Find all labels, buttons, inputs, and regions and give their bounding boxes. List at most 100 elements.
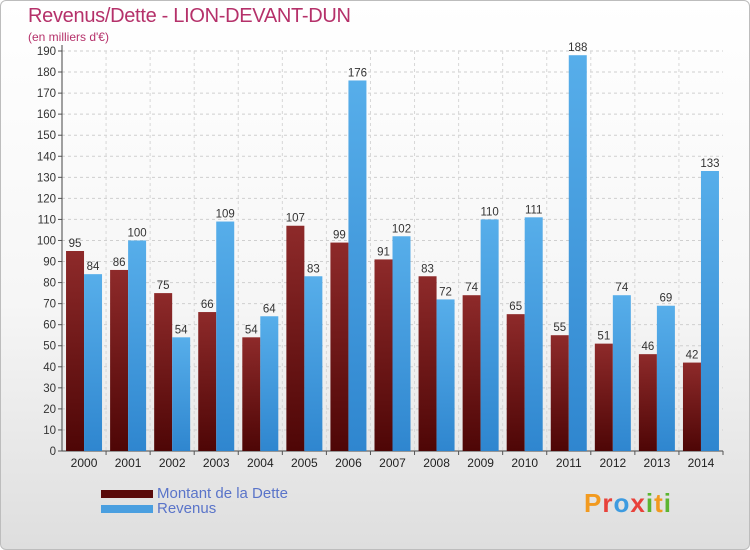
xtick-label-2006: 2006 xyxy=(335,456,362,470)
bar-dette-2006 xyxy=(330,242,349,451)
data-label-dette-2005: 107 xyxy=(286,213,305,225)
bar-dette-2007 xyxy=(374,259,393,451)
data-label-revenus-2003: 109 xyxy=(216,209,235,221)
data-label-revenus-2009: 110 xyxy=(480,206,498,218)
bar-revenus-2001 xyxy=(128,240,147,451)
ytick-label-190: 190 xyxy=(37,46,56,58)
ytick-label-0: 0 xyxy=(50,446,56,458)
xtick-label-2010: 2010 xyxy=(511,456,538,470)
bar-revenus-2008 xyxy=(436,299,455,451)
bar-revenus-2003 xyxy=(216,221,235,451)
bar-revenus-2000 xyxy=(84,274,103,451)
bar-dette-2013 xyxy=(638,354,657,451)
ytick-label-50: 50 xyxy=(43,341,56,353)
data-label-revenus-2007: 102 xyxy=(392,223,411,235)
data-label-revenus-2014: 133 xyxy=(700,158,719,170)
data-label-dette-2010: 65 xyxy=(509,301,522,313)
ytick-label-70: 70 xyxy=(43,299,56,311)
ytick-label-40: 40 xyxy=(43,362,56,374)
logo-letter: i xyxy=(663,488,672,518)
ytick-label-80: 80 xyxy=(43,278,56,290)
bar-dette-2004 xyxy=(242,337,261,451)
bar-revenus-2007 xyxy=(392,236,411,451)
data-label-dette-2001: 86 xyxy=(113,257,126,269)
bar-revenus-2006 xyxy=(348,80,367,451)
xtick-label-2007: 2007 xyxy=(379,456,406,470)
logo-letter: r xyxy=(602,488,614,518)
data-label-revenus-2000: 84 xyxy=(87,261,100,273)
bar-dette-2009 xyxy=(462,295,481,451)
ytick-label-130: 130 xyxy=(37,172,56,184)
logo-letter: t xyxy=(654,488,664,518)
data-label-dette-2014: 42 xyxy=(686,350,699,362)
bar-revenus-2014 xyxy=(700,171,719,451)
bar-revenus-2013 xyxy=(656,305,675,451)
data-label-revenus-2004: 64 xyxy=(263,303,276,315)
data-label-revenus-2002: 54 xyxy=(175,324,188,336)
proxiti-logo: Proxiti xyxy=(584,488,672,519)
data-label-revenus-2008: 72 xyxy=(439,286,452,298)
data-label-dette-2000: 95 xyxy=(69,238,82,250)
xtick-label-2003: 2003 xyxy=(203,456,230,470)
data-label-revenus-2005: 83 xyxy=(307,263,320,275)
ytick-label-10: 10 xyxy=(43,425,56,437)
bar-revenus-2002 xyxy=(172,337,191,451)
data-label-revenus-2012: 74 xyxy=(615,282,628,294)
xtick-label-2001: 2001 xyxy=(115,456,142,470)
logo-letter: i xyxy=(645,488,655,518)
data-label-dette-2003: 66 xyxy=(201,299,214,311)
data-label-dette-2008: 83 xyxy=(421,263,434,275)
bar-dette-2014 xyxy=(682,362,701,451)
data-label-dette-2002: 75 xyxy=(157,280,170,292)
bar-revenus-2004 xyxy=(260,316,279,451)
bar-dette-2012 xyxy=(594,343,613,451)
ytick-label-110: 110 xyxy=(38,214,56,226)
ytick-label-60: 60 xyxy=(43,320,56,332)
bar-revenus-2009 xyxy=(480,219,499,451)
xtick-label-2005: 2005 xyxy=(291,456,318,470)
xtick-label-2011: 2011 xyxy=(556,456,582,470)
bar-dette-2003 xyxy=(198,312,217,451)
legend-label-revenus: Revenus xyxy=(157,500,217,517)
bars xyxy=(66,55,719,452)
xtick-label-2013: 2013 xyxy=(644,456,671,470)
xtick-label-2014: 2014 xyxy=(688,456,715,470)
ytick-label-100: 100 xyxy=(37,235,56,247)
chart-subtitle: (en milliers d'€) xyxy=(28,30,109,44)
legend-swatch-revenus xyxy=(101,505,153,513)
data-label-revenus-2013: 69 xyxy=(660,293,673,305)
logo-letter: x xyxy=(630,488,646,518)
bar-dette-2005 xyxy=(286,225,305,451)
data-label-dette-2011: 55 xyxy=(553,322,566,334)
ytick-label-160: 160 xyxy=(37,109,56,121)
data-label-revenus-2010: 111 xyxy=(525,204,542,216)
legend-swatch-dette xyxy=(101,490,153,498)
logo-letter: P xyxy=(584,488,603,518)
ytick-label-180: 180 xyxy=(37,67,56,79)
bar-dette-2000 xyxy=(66,251,85,451)
ytick-label-120: 120 xyxy=(37,193,56,205)
bar-revenus-2012 xyxy=(612,295,631,451)
bar-dette-2010 xyxy=(506,314,525,451)
data-label-dette-2012: 51 xyxy=(597,331,610,343)
bar-revenus-2010 xyxy=(524,217,543,451)
data-label-dette-2007: 91 xyxy=(377,246,390,258)
bar-dette-2001 xyxy=(110,269,129,451)
data-label-dette-2013: 46 xyxy=(642,341,655,353)
data-label-dette-2004: 54 xyxy=(245,324,258,336)
data-label-dette-2006: 99 xyxy=(333,230,346,242)
chart-title: Revenus/Dette - LION-DEVANT-DUN xyxy=(28,5,351,27)
xtick-label-2008: 2008 xyxy=(423,456,450,470)
data-label-revenus-2006: 176 xyxy=(348,67,367,79)
bar-dette-2002 xyxy=(154,293,173,451)
data-label-revenus-2001: 100 xyxy=(128,227,147,239)
ytick-label-170: 170 xyxy=(37,88,56,100)
xtick-label-2004: 2004 xyxy=(247,456,274,470)
ytick-label-90: 90 xyxy=(43,257,56,269)
bar-dette-2008 xyxy=(418,276,437,451)
data-label-dette-2009: 74 xyxy=(465,282,478,294)
ytick-label-20: 20 xyxy=(43,404,56,416)
logo-letter: o xyxy=(613,488,631,518)
